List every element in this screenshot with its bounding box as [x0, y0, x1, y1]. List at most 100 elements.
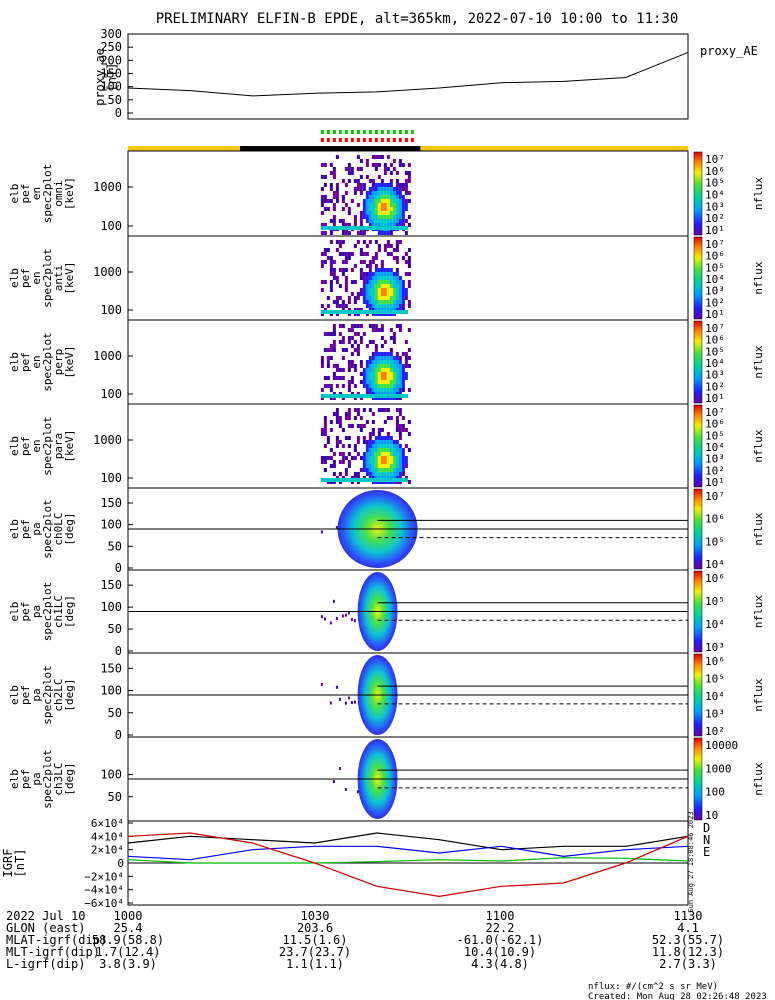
ch0-cbar-tick: 10⁵	[705, 535, 725, 548]
science-mark-green	[368, 130, 372, 134]
perp-pixel	[377, 364, 381, 368]
para-pixel	[371, 472, 375, 476]
omni-pixel	[344, 183, 348, 187]
perp-pixel	[380, 328, 384, 332]
anti-pixel	[374, 284, 378, 288]
omni-pixel	[356, 231, 360, 235]
igrf-legend-N: N	[703, 833, 710, 847]
anti-pixel	[401, 256, 405, 260]
anti-cbar-tick: 10⁷	[705, 238, 725, 251]
anti-pixel	[389, 276, 393, 280]
perp-pixel	[368, 360, 372, 364]
perp-pixel	[383, 380, 387, 384]
perp-pixel	[395, 380, 399, 384]
anti-pixel	[377, 304, 381, 308]
anti-pixel	[374, 252, 378, 256]
perp-pixel	[380, 356, 384, 360]
perp-pixel	[374, 324, 378, 328]
para-pixel	[374, 436, 378, 440]
footer-cell: 10.4(10.9)	[464, 945, 536, 959]
perp-pixel	[353, 368, 357, 372]
anti-pixel	[335, 240, 339, 244]
perp-pixel	[359, 336, 363, 340]
ch2-pixel	[338, 697, 341, 701]
omni-pixel	[329, 171, 333, 175]
anti-pixel	[401, 292, 405, 296]
anti-pixel	[338, 284, 342, 288]
omni-pixel	[344, 203, 348, 207]
para-pixel	[335, 408, 339, 412]
para-pixel	[341, 452, 345, 456]
para-pixel	[371, 428, 375, 432]
perp-pixel	[371, 356, 375, 360]
para-pixel	[398, 448, 402, 452]
anti-pixel	[398, 240, 402, 244]
anti-pixel	[362, 300, 366, 304]
perp-ylabel-line: elb	[8, 352, 21, 372]
anti-pixel	[329, 272, 333, 276]
anti-ylabel-line: en	[30, 271, 43, 284]
omni-pixel	[332, 223, 336, 227]
omni-pixel	[356, 183, 360, 187]
perp-pixel	[389, 380, 393, 384]
ch1-pixel	[350, 618, 353, 622]
anti-pixel	[374, 300, 378, 304]
perp-pixel	[368, 376, 372, 380]
anti-pixel	[392, 248, 396, 252]
perp-pixel	[371, 340, 375, 344]
perp-pixel	[395, 356, 399, 360]
para-pixel	[365, 464, 369, 468]
omni-pixel	[389, 231, 393, 235]
omni-pixel	[359, 231, 363, 235]
perp-pixel	[350, 352, 354, 356]
para-pixel	[389, 440, 393, 444]
omni-pixel	[395, 187, 399, 191]
anti-pixel	[341, 252, 345, 256]
anti-pixel	[377, 292, 381, 296]
para-cbar-tick: 10¹	[705, 476, 725, 489]
anti-pixel	[344, 280, 348, 284]
omni-pixel	[329, 163, 333, 167]
perp-pixel	[371, 360, 375, 364]
omni-ytick: 1000	[93, 180, 122, 194]
para-pixel	[368, 448, 372, 452]
ch2-ylabel-line: [deg]	[63, 678, 76, 711]
para-pixel	[383, 436, 387, 440]
omni-pixel	[380, 191, 384, 195]
perp-pixel	[332, 324, 336, 328]
perp-ylabel-line: [keV]	[63, 345, 76, 378]
science-mark-green	[404, 130, 408, 134]
omni-pixel	[362, 211, 366, 215]
omni-pixel	[401, 223, 405, 227]
ch1-ylabel-line: ch1LC	[52, 595, 65, 628]
anti-pixel	[380, 300, 384, 304]
omni-pixel	[371, 195, 375, 199]
omni-pixel	[401, 199, 405, 203]
perp-cbar-tick: 10⁶	[705, 334, 725, 347]
para-pixel	[323, 456, 327, 460]
omni-pixel	[374, 191, 378, 195]
omni-pixel	[374, 199, 378, 203]
omni-pixel	[341, 199, 345, 203]
perp-pixel	[374, 368, 378, 372]
anti-pixel	[380, 288, 384, 292]
perp-pixel	[398, 360, 402, 364]
anti-pixel	[395, 300, 399, 304]
para-pixel	[407, 480, 411, 484]
perp-pixel	[395, 372, 399, 376]
para-pixel	[386, 432, 390, 436]
omni-pixel	[383, 223, 387, 227]
para-pixel	[329, 456, 333, 460]
omni-pixel	[377, 219, 381, 223]
omni-pixel	[398, 215, 402, 219]
anti-pixel	[335, 300, 339, 304]
para-pixel	[401, 452, 405, 456]
science-mark-green	[410, 130, 414, 134]
perp-pixel	[398, 380, 402, 384]
para-pixel	[353, 416, 357, 420]
perp-pixel	[395, 388, 399, 392]
omni-pixel	[347, 207, 351, 211]
omni-pixel	[407, 171, 411, 175]
anti-pixel	[320, 280, 324, 284]
